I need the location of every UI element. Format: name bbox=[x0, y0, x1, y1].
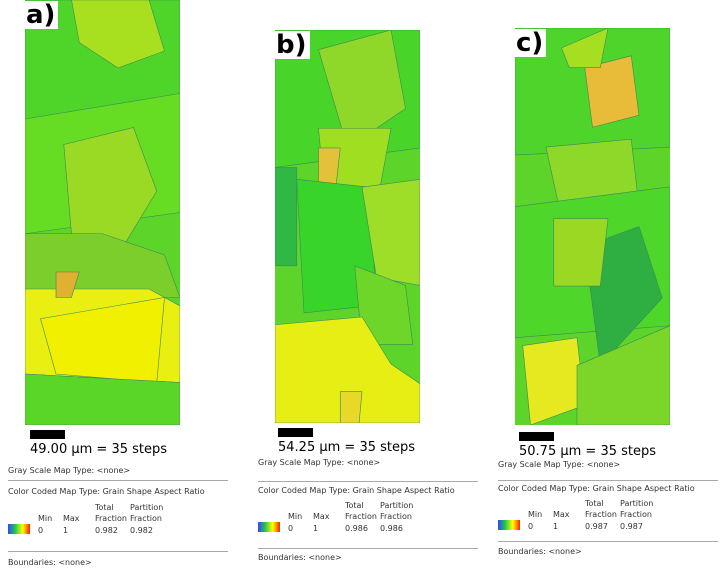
scale-bar bbox=[30, 430, 65, 439]
divider bbox=[498, 541, 718, 542]
panel-label: c) bbox=[513, 29, 547, 57]
gray-scale-type: Gray Scale Map Type: <none> bbox=[498, 460, 621, 469]
table-header: Partition Fraction bbox=[620, 499, 654, 519]
table-cell: 1 bbox=[63, 526, 69, 535]
grain-map bbox=[25, 0, 180, 425]
table-header: Partition Fraction bbox=[130, 503, 164, 523]
table-cell: 0.982 bbox=[130, 526, 153, 535]
table-cell: 0.986 bbox=[380, 524, 403, 533]
table-header: Min bbox=[38, 514, 53, 523]
table-header: Max bbox=[63, 514, 80, 523]
table-cell: 1 bbox=[313, 524, 319, 533]
table-header: Min bbox=[288, 512, 303, 521]
panel-label: a) bbox=[23, 1, 59, 29]
scale-text: 54.25 µm = 35 steps bbox=[278, 440, 416, 455]
table-cell: 0 bbox=[38, 526, 44, 535]
color-coded-type: Color Coded Map Type: Grain Shape Aspect… bbox=[498, 484, 695, 493]
table-header: Min bbox=[528, 510, 543, 519]
table-cell: 0.982 bbox=[95, 526, 118, 535]
color-coded-type: Color Coded Map Type: Grain Shape Aspect… bbox=[8, 487, 205, 496]
grain-map bbox=[515, 28, 670, 425]
table-cell: 0.987 bbox=[585, 522, 608, 531]
scale-text: 50.75 µm = 35 steps bbox=[519, 444, 657, 459]
gray-scale-type: Gray Scale Map Type: <none> bbox=[258, 458, 381, 467]
divider bbox=[8, 480, 228, 481]
legend-swatch bbox=[498, 520, 520, 530]
divider bbox=[8, 551, 228, 552]
legend-swatch bbox=[258, 522, 280, 532]
panel-label: b) bbox=[273, 31, 310, 59]
scale-text: 49.00 µm = 35 steps bbox=[30, 442, 168, 457]
grain-map bbox=[275, 30, 420, 423]
table-cell: 1 bbox=[553, 522, 559, 531]
table-cell: 0.987 bbox=[620, 522, 643, 531]
table-header: Total Fraction bbox=[585, 499, 617, 519]
table-header: Total Fraction bbox=[345, 501, 377, 521]
divider bbox=[498, 480, 718, 481]
divider bbox=[258, 548, 478, 549]
table-header: Partition Fraction bbox=[380, 501, 414, 521]
table-header: Total Fraction bbox=[95, 503, 127, 523]
divider bbox=[258, 481, 478, 482]
boundaries-type: Boundaries: <none> bbox=[258, 553, 342, 562]
boundaries-type: Boundaries: <none> bbox=[8, 558, 92, 567]
table-cell: 0 bbox=[528, 522, 534, 531]
boundaries-type: Boundaries: <none> bbox=[498, 547, 582, 556]
scale-bar bbox=[278, 428, 313, 437]
table-header: Max bbox=[313, 512, 330, 521]
table-cell: 0 bbox=[288, 524, 294, 533]
gray-scale-type: Gray Scale Map Type: <none> bbox=[8, 466, 131, 475]
table-cell: 0.986 bbox=[345, 524, 368, 533]
legend-swatch bbox=[8, 524, 30, 534]
scale-bar bbox=[519, 432, 554, 441]
table-header: Max bbox=[553, 510, 570, 519]
color-coded-type: Color Coded Map Type: Grain Shape Aspect… bbox=[258, 486, 455, 495]
